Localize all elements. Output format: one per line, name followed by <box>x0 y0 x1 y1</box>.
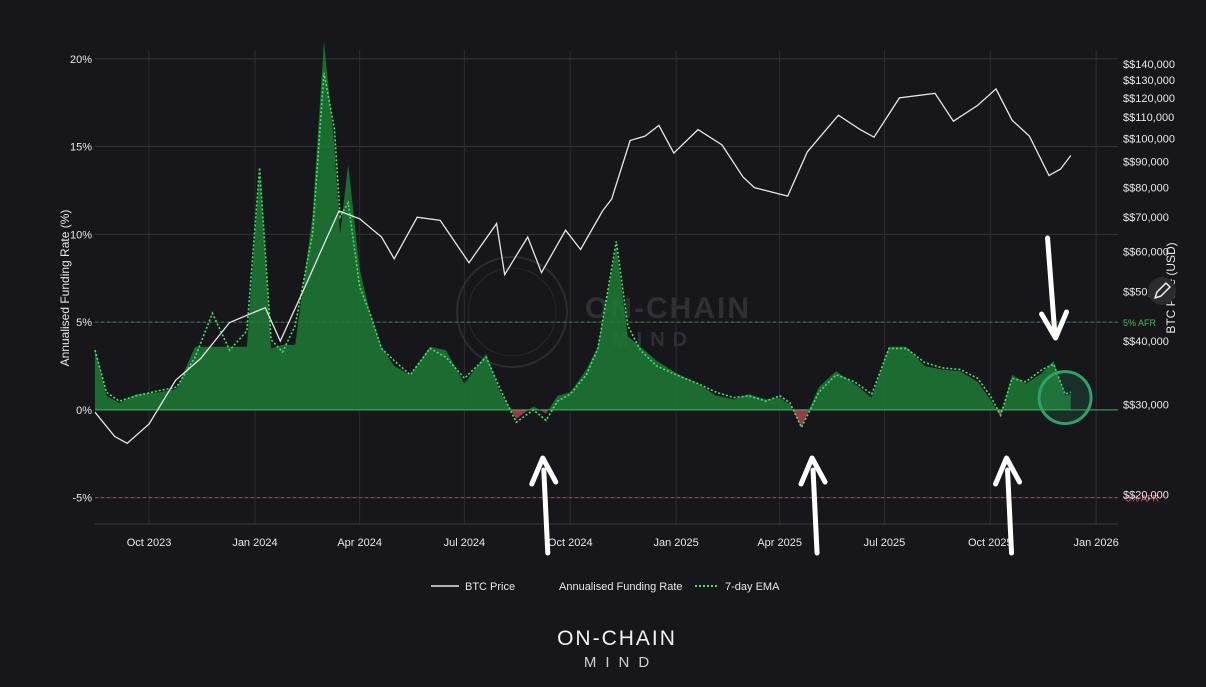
pencil-icon <box>1154 282 1171 299</box>
arrow-head <box>529 455 559 487</box>
gridlines <box>95 50 1118 525</box>
legend-item: 7-day EMA <box>695 581 780 593</box>
right-tick-label: $$20,000 <box>1123 489 1169 501</box>
ema-dotted-line <box>94 72 1072 430</box>
ema-line <box>94 72 1072 430</box>
right-tick-label: $$140,000 <box>1123 59 1175 71</box>
annotations <box>529 235 1093 556</box>
reference-label: 5% AFR <box>1123 318 1157 328</box>
arrow-annotation-icon <box>1039 235 1070 341</box>
btc-price-line <box>94 87 1072 445</box>
x-tick-label: Jan 2025 <box>653 537 698 549</box>
arrow-shaft <box>1045 235 1058 333</box>
left-axis-title: Annualised Funding Rate (%) <box>58 210 72 367</box>
reference-label: -5% AFR <box>1123 494 1160 504</box>
right-tick-label: $$90,000 <box>1123 157 1169 169</box>
x-tick-label: Jul 2024 <box>444 537 486 549</box>
x-tick-label: Jan 2024 <box>232 537 277 549</box>
highlight-circle <box>1037 370 1093 426</box>
right-tick-label: $$40,000 <box>1123 336 1169 348</box>
arrow-annotation-icon <box>798 455 828 556</box>
x-tick-label: Jul 2025 <box>864 537 906 549</box>
x-tick-label: Oct 2025 <box>968 537 1013 549</box>
x-tick-label: Oct 2024 <box>548 537 593 549</box>
arrow-shaft <box>541 467 551 556</box>
legend-label: BTC Price <box>465 581 515 593</box>
brand-logo-sub: MIND <box>584 654 658 671</box>
legend-item: Annualised Funding Rate <box>559 581 683 593</box>
funding-rate-positive-area <box>95 41 1071 410</box>
legend-item: BTC Price <box>431 581 515 593</box>
edit-button[interactable] <box>1148 277 1176 305</box>
left-axis-ticks: -5% 0% 5% 10% 15% 20% <box>70 54 92 505</box>
arrow-head <box>993 455 1023 487</box>
right-tick-label: $$120,000 <box>1123 93 1175 105</box>
right-tick-label: $$130,000 <box>1123 75 1175 87</box>
x-tick-label: Apr 2025 <box>757 537 802 549</box>
arrow-head <box>1039 309 1070 341</box>
left-tick-label: 15% <box>70 142 92 154</box>
right-tick-label: $$80,000 <box>1123 183 1169 195</box>
x-tick-label: Oct 2023 <box>127 537 172 549</box>
right-tick-label: $$110,000 <box>1123 112 1174 124</box>
right-tick-label: $$60,000 <box>1123 246 1169 258</box>
legend-label: Annualised Funding Rate <box>559 581 683 593</box>
x-tick-label: Apr 2024 <box>337 537 382 549</box>
left-tick-label: -5% <box>72 493 92 505</box>
left-tick-label: 20% <box>70 54 92 66</box>
arrow-annotation-icon <box>993 455 1023 556</box>
legend-label: 7-day EMA <box>725 581 780 593</box>
left-tick-label: 10% <box>70 229 92 241</box>
x-axis-ticks: Oct 2023 Jan 2024 Apr 2024 Jul 2024 Oct 2024… <box>127 537 1119 549</box>
legend: BTC Price Annualised Funding Rate 7-day EM… <box>431 581 780 593</box>
arrow-shaft <box>1005 467 1015 556</box>
left-tick-label: 5% <box>76 317 92 329</box>
right-tick-label: $$30,000 <box>1123 400 1169 412</box>
btc-price-line-path <box>94 87 1072 445</box>
arrow-head <box>798 455 828 487</box>
funding-rate-area <box>95 41 1118 428</box>
arrow-shaft <box>810 467 820 556</box>
right-axis-ticks: $$20,000$$30,000$$40,000$$50,000$$60,000… <box>1123 59 1175 502</box>
left-tick-label: 0% <box>76 405 92 417</box>
right-tick-label: $$100,000 <box>1123 133 1175 145</box>
x-tick-label: Jan 2026 <box>1074 537 1119 549</box>
right-tick-label: $$70,000 <box>1123 212 1169 224</box>
arrow-annotation-icon <box>529 455 559 556</box>
brand-logo-main: ON-CHAIN <box>557 627 677 650</box>
